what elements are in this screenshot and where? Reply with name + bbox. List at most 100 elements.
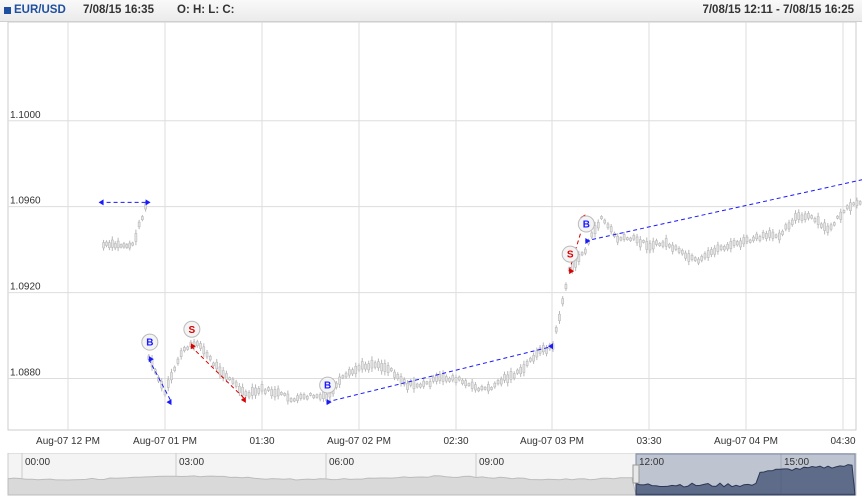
candle-body xyxy=(635,236,639,244)
candle-body xyxy=(435,375,438,382)
candle-body xyxy=(807,213,810,219)
candle-body xyxy=(790,219,794,225)
candle-body xyxy=(735,241,739,246)
x-tick-label: Aug-07 01 PM xyxy=(133,436,197,447)
chart-header: EUR/USD 7/08/15 16:35 O: H: L: C: 7/08/1… xyxy=(0,0,862,22)
trade-line xyxy=(326,345,554,403)
trade-badge[interactable] xyxy=(183,320,201,338)
candle-body xyxy=(651,241,655,250)
trade-badge[interactable] xyxy=(319,376,337,394)
candle-body xyxy=(558,313,561,322)
candle-body xyxy=(842,210,846,213)
candle-body xyxy=(215,361,219,370)
candle-body xyxy=(803,213,807,220)
x-tick-label: 01:30 xyxy=(249,436,274,447)
candle-body xyxy=(700,256,704,261)
candle-body xyxy=(102,242,105,249)
candle-body xyxy=(199,343,202,349)
candle-body xyxy=(687,253,691,262)
trade-exit-arrow-icon xyxy=(166,399,172,406)
candle-body xyxy=(480,385,484,390)
trade-badge[interactable] xyxy=(577,215,595,233)
candle-body xyxy=(470,381,474,389)
candle-body xyxy=(603,219,607,224)
candle-body xyxy=(441,373,445,382)
price-chart[interactable]: B S B S B 1.1000 1.0960 1.0920 1.0880 Aug-07 12… xyxy=(0,22,862,453)
candle-body xyxy=(490,387,493,390)
x-tick-label: Aug-07 02 PM xyxy=(327,436,391,447)
candle-body xyxy=(529,357,532,362)
candle-body xyxy=(823,222,826,231)
navigator[interactable]: 00:00 03:00 06:00 09:00 12:00 15:00 xyxy=(0,453,862,498)
candle-body xyxy=(128,242,132,249)
candle-body xyxy=(315,394,319,398)
candle-body xyxy=(723,246,726,251)
candle-body xyxy=(131,242,134,246)
candle-body xyxy=(208,356,212,361)
candle-body xyxy=(509,371,513,380)
candle-body xyxy=(648,243,652,251)
candle-body xyxy=(600,216,603,220)
trade-badge[interactable] xyxy=(561,245,579,263)
candle-body xyxy=(629,237,632,241)
navigator-label: 15:00 xyxy=(784,457,809,468)
candle-body xyxy=(105,241,108,246)
candle-body xyxy=(247,392,251,398)
candle-body xyxy=(752,236,755,242)
trade-line xyxy=(190,345,247,401)
candle-body xyxy=(503,374,506,381)
candle-body xyxy=(512,373,516,379)
candle-body xyxy=(761,232,765,238)
candle-body xyxy=(538,347,542,354)
y-tick-label: 1.0880 xyxy=(10,367,41,378)
candle-body xyxy=(412,380,416,390)
trade-badge[interactable] xyxy=(141,333,159,351)
price-series xyxy=(102,197,862,405)
candle-body xyxy=(661,241,665,247)
candle-body xyxy=(179,350,183,357)
candle-body xyxy=(283,393,286,396)
candle-body xyxy=(406,382,409,390)
y-axis: 1.1000 1.0960 1.0920 1.0880 xyxy=(10,110,41,379)
candle-body xyxy=(606,223,610,229)
candle-body xyxy=(797,212,801,220)
candle-body xyxy=(448,377,451,382)
candle-body xyxy=(664,238,668,247)
candle-body xyxy=(202,346,206,355)
navigator-left-handle[interactable] xyxy=(632,464,640,484)
symbol-label[interactable]: EUR/USD xyxy=(14,4,66,16)
trade-entry-arrow-icon xyxy=(326,399,332,406)
candle-body xyxy=(671,244,674,252)
candle-body xyxy=(477,387,480,392)
candle-body xyxy=(370,359,374,369)
candle-body xyxy=(393,371,396,378)
trade-entry-arrow-icon xyxy=(569,268,575,275)
candle-body xyxy=(813,218,817,223)
candle-body xyxy=(580,252,584,256)
candle-body xyxy=(322,391,325,399)
candle-body xyxy=(726,244,729,250)
x-tick-label: 04:30 xyxy=(830,436,855,447)
candle-body xyxy=(655,240,658,245)
symbol-square-icon xyxy=(4,7,11,14)
candle-body xyxy=(454,377,458,384)
candle-body xyxy=(496,380,500,385)
candle-body xyxy=(474,384,477,391)
candle-body xyxy=(166,379,170,388)
candle-body xyxy=(852,202,856,206)
candle-body xyxy=(286,393,290,402)
trade-markers[interactable]: B S B S B xyxy=(98,174,862,406)
candle-body xyxy=(506,374,510,383)
candle-body xyxy=(609,226,613,233)
candle-body xyxy=(677,247,681,253)
candle-body xyxy=(364,363,367,370)
navigator-label: 00:00 xyxy=(25,457,50,468)
candle-body xyxy=(541,345,545,353)
candle-body xyxy=(338,376,341,385)
candle-body xyxy=(858,201,862,205)
candle-body xyxy=(638,239,642,248)
candle-body xyxy=(170,372,173,381)
candle-body xyxy=(716,244,720,252)
trade-badge-label: B xyxy=(324,381,331,392)
candle-body xyxy=(593,225,597,234)
